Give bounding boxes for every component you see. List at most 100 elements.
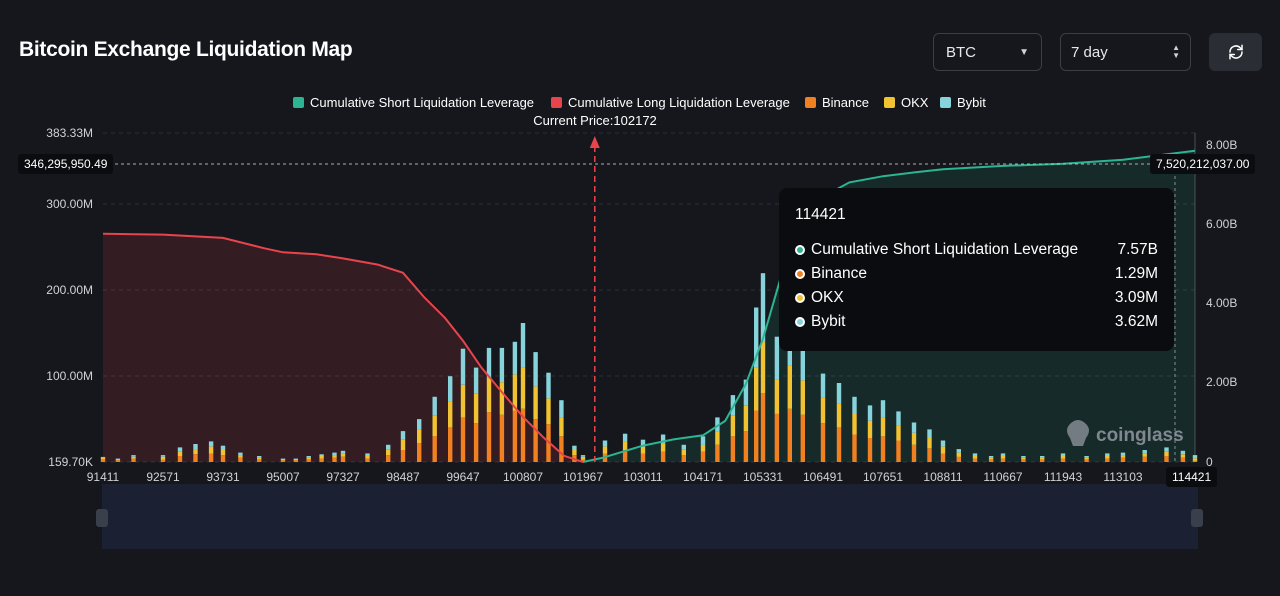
liquidation-bars — [100, 273, 1198, 462]
bar-okx — [760, 341, 766, 394]
bar-binance — [1084, 459, 1089, 462]
bar-bybit — [622, 433, 628, 442]
bar-bybit — [460, 348, 466, 385]
bar-binance — [1060, 458, 1066, 462]
bar-okx — [1105, 456, 1110, 459]
slider-track[interactable] — [102, 484, 1198, 549]
bar-binance — [1142, 456, 1147, 462]
bar-okx — [100, 457, 106, 460]
x-axis-tick: 91411 — [87, 470, 120, 484]
bar-binance — [533, 419, 538, 462]
bar-okx — [293, 459, 298, 461]
bar-bybit — [386, 444, 391, 450]
bar-okx — [836, 403, 842, 428]
bar-okx — [640, 446, 646, 454]
tooltip-row: Bybit 3.62M — [795, 310, 1158, 334]
bar-okx — [800, 380, 805, 415]
bar-binance — [622, 450, 628, 462]
bar-binance — [100, 459, 106, 462]
bar-bybit — [499, 347, 505, 383]
bar-bybit — [559, 400, 564, 418]
bar-bybit — [988, 456, 994, 458]
bar-bybit — [448, 376, 453, 402]
bar-binance — [386, 455, 391, 462]
bar-bybit — [911, 422, 917, 433]
x-axis-tick: 99647 — [446, 470, 480, 484]
bar-bybit — [100, 456, 106, 458]
bar-bybit — [332, 452, 337, 456]
bar-bybit — [602, 440, 608, 447]
bar-binance — [340, 456, 346, 462]
series-dot-icon — [795, 317, 805, 327]
coinglass-logo-icon — [1067, 420, 1089, 446]
bar-bybit — [432, 396, 437, 416]
slider-handle-right[interactable] — [1191, 509, 1203, 527]
bar-okx — [743, 405, 749, 432]
bar-binance — [520, 408, 526, 462]
bar-binance — [836, 427, 842, 462]
bar-bybit — [131, 455, 136, 457]
bar-okx — [1084, 457, 1089, 460]
bar-bybit — [927, 429, 932, 438]
tooltip-label: Cumulative Short Liquidation Leverage — [811, 241, 1079, 258]
x-axis-tick: 104171 — [683, 470, 723, 484]
bar-binance — [852, 434, 857, 462]
bar-okx — [852, 413, 857, 435]
bar-binance — [760, 393, 766, 462]
x-axis-tick: 106491 — [803, 470, 843, 484]
bar-bybit — [365, 453, 370, 456]
bar-binance — [473, 423, 479, 462]
refresh-button[interactable] — [1209, 33, 1262, 71]
bar-okx — [730, 415, 736, 437]
bar-bybit — [754, 307, 759, 368]
bar-binance — [956, 456, 961, 462]
bar-okx — [512, 374, 518, 411]
bar-okx — [432, 415, 437, 437]
bar-bybit — [319, 454, 324, 456]
bar-okx — [220, 450, 226, 456]
coin-select[interactable]: BTC ▼ — [933, 33, 1042, 71]
bar-binance — [730, 436, 736, 462]
bar-binance — [1105, 458, 1110, 462]
bar-okx — [660, 443, 666, 452]
bar-bybit — [417, 419, 422, 430]
x-axis-tick: 101967 — [563, 470, 603, 484]
bar-binance — [220, 455, 226, 462]
bar-binance — [1000, 458, 1006, 462]
bar-okx — [131, 456, 136, 459]
bar-bybit — [760, 273, 766, 342]
bar-bybit — [852, 396, 857, 414]
bar-bybit — [293, 458, 298, 460]
bar-binance — [432, 436, 437, 462]
bar-bybit — [486, 347, 492, 378]
x-axis-tick: 103011 — [623, 470, 662, 484]
range-slider[interactable] — [96, 484, 1203, 549]
bar-binance — [743, 431, 749, 462]
bar-binance — [896, 440, 901, 462]
bar-binance — [365, 458, 370, 462]
bar-bybit — [546, 372, 551, 399]
left-axis-tick: 300.00M — [46, 197, 93, 211]
bar-bybit — [1142, 450, 1147, 454]
watermark: coinglass — [1067, 420, 1184, 446]
bar-binance — [208, 453, 214, 462]
bar-bybit — [896, 411, 901, 426]
grid-lines — [103, 132, 1196, 463]
slider-handle-left[interactable] — [96, 509, 108, 527]
bar-binance — [940, 453, 946, 462]
axes: 383.33M 300.00M 200.00M 100.00M 159.70K 8.00B… — [46, 126, 1237, 484]
bar-bybit — [208, 441, 214, 447]
bar-bybit — [177, 447, 183, 452]
bar-bybit — [533, 352, 538, 387]
bar-okx — [486, 377, 492, 413]
right-axis-tick: 6.00B — [1206, 217, 1237, 231]
bar-binance — [160, 459, 166, 462]
bar-okx — [533, 386, 538, 420]
legend-label: Cumulative Long Liquidation Leverage — [568, 95, 790, 110]
legend-label: Binance — [822, 95, 869, 110]
range-select[interactable]: 7 day ▲ ▼ — [1060, 33, 1191, 71]
bar-binance — [1021, 459, 1026, 462]
bar-bybit — [956, 449, 961, 453]
x-axis-tick: 108811 — [923, 470, 962, 484]
bar-binance — [460, 417, 466, 462]
